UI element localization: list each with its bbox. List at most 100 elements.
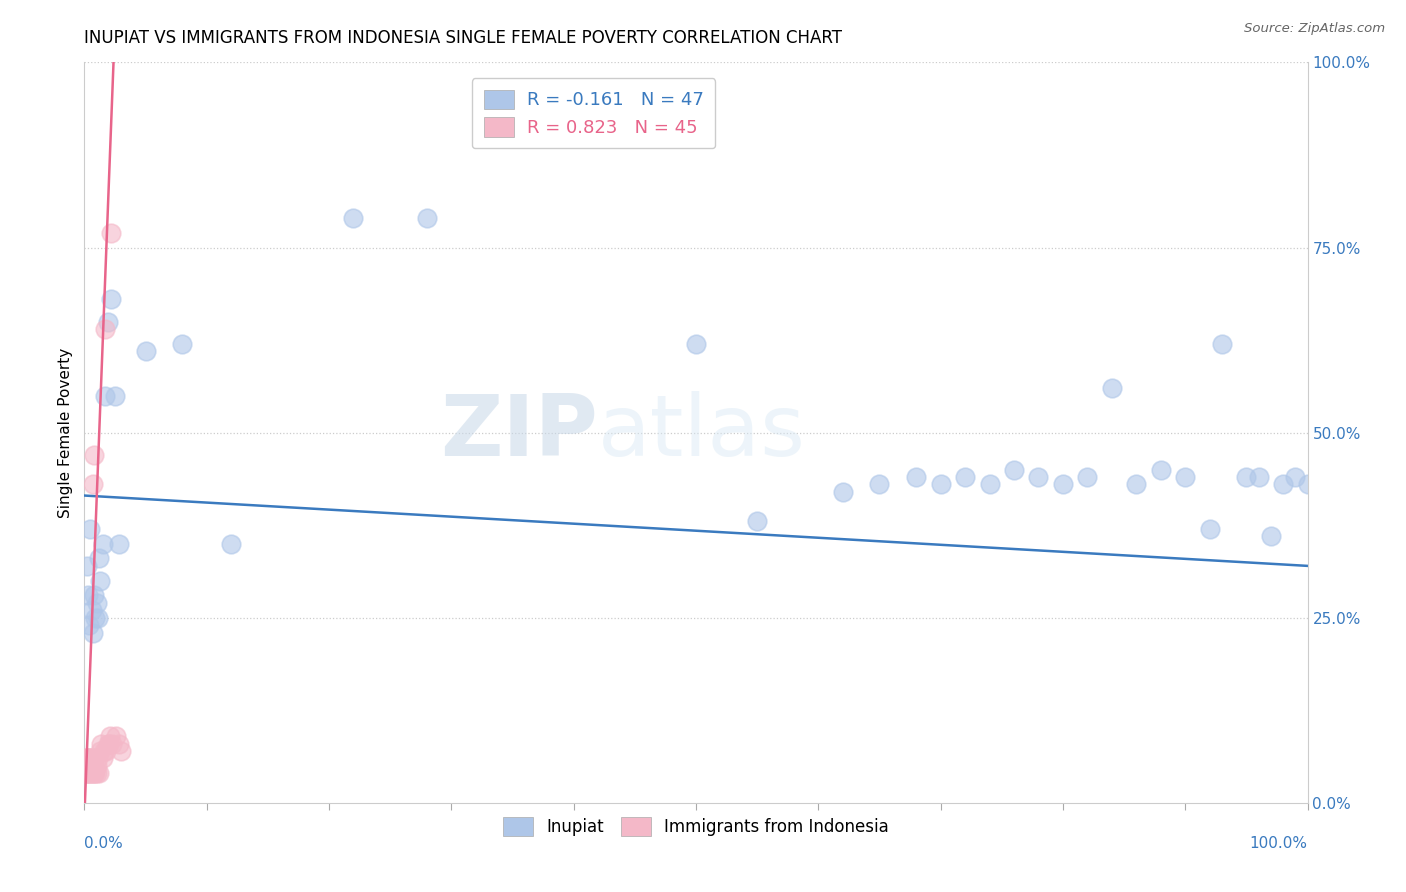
Point <box>91 536 114 550</box>
Point <box>94 388 117 402</box>
Text: ZIP: ZIP <box>440 391 598 475</box>
Point <box>84 610 107 624</box>
Point <box>747 515 769 529</box>
Point <box>77 758 100 772</box>
Point <box>82 625 104 640</box>
Point <box>1284 470 1306 484</box>
Point <box>75 751 97 765</box>
Point <box>219 536 242 550</box>
Point <box>1211 336 1233 351</box>
Point <box>77 751 100 765</box>
Point <box>80 751 103 765</box>
Point <box>83 589 105 603</box>
Text: INUPIAT VS IMMIGRANTS FROM INDONESIA SINGLE FEMALE POVERTY CORRELATION CHART: INUPIAT VS IMMIGRANTS FROM INDONESIA SIN… <box>84 29 842 47</box>
Point <box>98 729 121 743</box>
Point <box>83 448 105 462</box>
Point <box>75 766 97 780</box>
Point <box>1125 477 1147 491</box>
Point <box>79 758 101 772</box>
Text: 0.0%: 0.0% <box>84 836 124 851</box>
Point <box>1101 381 1123 395</box>
Point <box>84 751 107 765</box>
Point <box>80 766 103 780</box>
Point <box>82 477 104 491</box>
Point <box>77 758 100 772</box>
Point <box>80 758 103 772</box>
Point <box>1028 470 1050 484</box>
Point <box>86 758 108 772</box>
Point <box>1052 477 1074 491</box>
Text: Source: ZipAtlas.com: Source: ZipAtlas.com <box>1244 22 1385 36</box>
Point <box>1236 470 1258 484</box>
Point <box>79 522 101 536</box>
Text: 100.0%: 100.0% <box>1250 836 1308 851</box>
Point <box>929 477 952 491</box>
Point <box>86 596 108 610</box>
Point <box>87 551 110 566</box>
Point <box>1076 470 1098 484</box>
Point <box>77 618 100 632</box>
Point <box>831 484 853 499</box>
Point <box>89 744 111 758</box>
Point <box>107 737 129 751</box>
Point <box>416 211 439 225</box>
Point <box>342 211 364 225</box>
Point <box>685 336 707 351</box>
Point <box>97 737 120 751</box>
Point <box>77 751 100 765</box>
Point <box>83 766 105 780</box>
Point <box>97 314 120 328</box>
Legend: Inupiat, Immigrants from Indonesia: Inupiat, Immigrants from Indonesia <box>496 810 896 843</box>
Point <box>979 477 1001 491</box>
Point <box>77 766 100 780</box>
Point <box>1247 470 1270 484</box>
Point <box>1260 529 1282 543</box>
Point <box>87 610 110 624</box>
Point <box>172 336 194 351</box>
Point <box>869 477 891 491</box>
Point <box>104 388 127 402</box>
Point <box>107 536 129 550</box>
Point <box>77 589 100 603</box>
Point <box>82 758 104 772</box>
Point <box>75 758 97 772</box>
Point <box>76 766 98 780</box>
Point <box>905 470 928 484</box>
Point <box>75 758 97 772</box>
Point <box>135 344 157 359</box>
Point <box>87 766 110 780</box>
Point <box>79 766 101 780</box>
Point <box>1296 477 1319 491</box>
Y-axis label: Single Female Poverty: Single Female Poverty <box>58 348 73 517</box>
Point <box>76 751 98 765</box>
Point <box>101 737 124 751</box>
Point <box>90 737 112 751</box>
Point <box>80 603 103 617</box>
Point <box>1174 470 1197 484</box>
Point <box>86 766 108 780</box>
Point <box>77 766 100 780</box>
Point <box>89 574 111 588</box>
Point <box>84 766 107 780</box>
Point <box>87 751 110 765</box>
Point <box>82 766 104 780</box>
Text: atlas: atlas <box>598 391 806 475</box>
Point <box>105 729 128 743</box>
Point <box>1272 477 1295 491</box>
Point <box>76 558 98 573</box>
Point <box>93 744 115 758</box>
Point <box>1002 462 1025 476</box>
Point <box>79 751 101 765</box>
Point <box>1198 522 1220 536</box>
Point <box>110 744 132 758</box>
Point <box>76 758 98 772</box>
Point <box>83 758 105 772</box>
Point <box>94 322 117 336</box>
Point <box>100 226 122 240</box>
Point <box>91 751 114 765</box>
Point <box>953 470 976 484</box>
Point <box>100 293 122 307</box>
Point <box>97 737 120 751</box>
Point <box>96 744 118 758</box>
Point <box>1150 462 1173 476</box>
